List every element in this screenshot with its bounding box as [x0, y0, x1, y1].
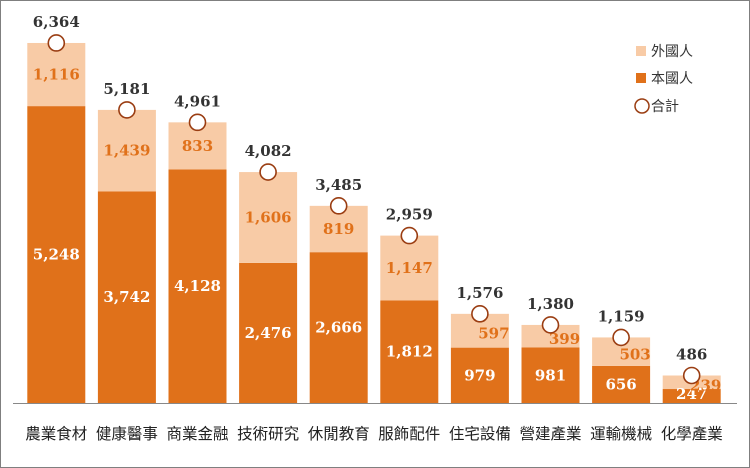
bar-foreign	[97, 109, 156, 192]
value-label-foreign: 1,439	[103, 142, 150, 160]
value-label-foreign: 399	[549, 330, 580, 348]
value-label-domestic: 979	[464, 366, 495, 384]
category-label: 商業金融	[166, 425, 228, 443]
category-label: 住宅設備	[449, 425, 511, 443]
total-marker	[118, 101, 136, 119]
value-label-foreign: 819	[323, 220, 354, 238]
legend-label-total: 合計	[651, 99, 679, 115]
total-marker	[682, 366, 701, 385]
bar-domestic	[168, 169, 227, 403]
bars-layer	[13, 42, 737, 404]
value-label-domestic: 2,666	[315, 319, 362, 337]
category-label: 運輸機械	[590, 425, 652, 443]
total-marker	[188, 113, 207, 132]
total-marker	[471, 305, 489, 323]
value-label-total: 6,364	[33, 13, 80, 31]
bar-foreign	[27, 42, 86, 107]
category-label: 健康醫事	[96, 425, 158, 443]
value-label-foreign: 597	[478, 325, 509, 343]
value-label-domestic: 4,128	[174, 277, 221, 295]
value-label-domestic: 656	[605, 375, 636, 393]
legend-marker-total	[634, 98, 650, 114]
value-label-foreign: 1,606	[245, 209, 292, 227]
value-label-domestic: 1,812	[386, 343, 433, 361]
bar-domestic	[97, 191, 156, 403]
bar-domestic	[662, 389, 721, 403]
bar-domestic	[592, 365, 651, 403]
bar-domestic	[309, 252, 368, 403]
value-label-domestic: 2,476	[245, 324, 292, 342]
value-label-domestic: 5,248	[33, 246, 80, 264]
bar-foreign	[380, 235, 439, 301]
category-label: 營建產業	[519, 425, 581, 443]
category-label: 化學產業	[661, 424, 723, 443]
legend-label-domestic: 本國人	[651, 71, 693, 87]
value-label-total: 1,576	[456, 284, 503, 302]
value-label-foreign: 1,147	[386, 259, 433, 277]
value-label-total: 2,959	[386, 206, 433, 224]
value-label-total: 5,181	[103, 80, 150, 98]
total-marker	[541, 316, 560, 334]
value-label-total: 4,082	[245, 142, 292, 160]
category-label: 技術研究	[237, 425, 299, 443]
bar-foreign	[239, 172, 298, 263]
value-label-total: 3,485	[315, 176, 362, 194]
value-label-domestic: 3,742	[103, 288, 150, 306]
labels-layer: 5,248 1,116 6,364 農業食材 3,742 1,439 5,181 健康醫事 4,…	[25, 13, 722, 443]
category-label: 服飾配件	[378, 425, 440, 443]
category-label: 農業食材	[25, 425, 87, 443]
bar-domestic	[380, 300, 439, 403]
value-label-total: 1,380	[527, 295, 574, 313]
bar-domestic	[450, 347, 509, 403]
legend: 外國人 本國人 合計	[634, 44, 693, 115]
category-label: 休閒教育	[308, 425, 370, 443]
total-marker	[612, 328, 630, 347]
value-label-foreign: 833	[182, 137, 213, 155]
total-marker	[329, 197, 348, 215]
value-label-domestic: 981	[535, 366, 566, 384]
legend-label-foreign: 外國人	[651, 44, 693, 60]
bar-domestic	[27, 106, 86, 403]
total-marker	[259, 163, 277, 181]
legend-swatch-foreign	[636, 46, 646, 56]
value-label-total: 486	[676, 346, 707, 364]
value-label-foreign: 503	[619, 346, 650, 364]
bar-domestic	[239, 262, 298, 403]
legend-swatch-domestic	[636, 73, 646, 83]
value-label-total: 4,961	[174, 92, 221, 110]
bar-domestic	[521, 347, 580, 403]
total-marker	[47, 34, 66, 52]
total-marker	[400, 226, 419, 245]
bar-foreign	[521, 324, 580, 348]
value-label-foreign: 1,116	[33, 66, 80, 84]
value-label-total: 1,159	[598, 307, 645, 325]
value-label-domestic: 247	[676, 385, 707, 403]
